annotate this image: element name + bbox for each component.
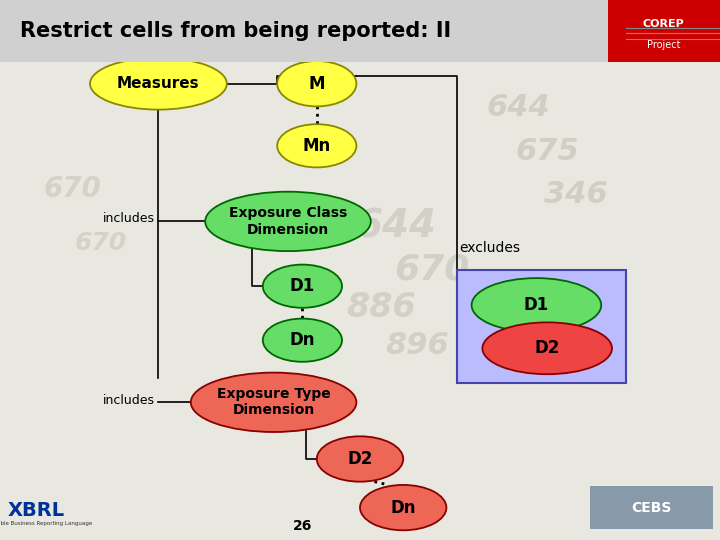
Bar: [608, 0, 720, 62]
Bar: [0, 62, 720, 540]
Ellipse shape: [472, 278, 601, 332]
Ellipse shape: [482, 322, 612, 374]
Ellipse shape: [277, 61, 356, 106]
Text: 675: 675: [516, 137, 579, 166]
Text: D1: D1: [289, 277, 315, 295]
Text: COREP: COREP: [643, 18, 685, 29]
Text: 26: 26: [293, 519, 312, 534]
Text: Restrict cells from being reported: II: Restrict cells from being reported: II: [20, 21, 451, 41]
Text: XBRL: XBRL: [7, 501, 65, 520]
Ellipse shape: [90, 58, 227, 110]
Text: M: M: [309, 75, 325, 93]
Text: Mn: Mn: [302, 137, 331, 155]
Text: D2: D2: [534, 339, 560, 357]
Bar: [0, 0, 720, 62]
Text: eXtensible Business Reporting Language: eXtensible Business Reporting Language: [0, 521, 92, 526]
Text: Dn: Dn: [390, 498, 416, 517]
Text: excludes: excludes: [459, 241, 521, 255]
Text: Project: Project: [647, 40, 680, 50]
Text: 644: 644: [487, 93, 550, 123]
Bar: [590, 486, 713, 529]
Text: includes: includes: [103, 394, 155, 407]
Ellipse shape: [317, 436, 403, 482]
Text: 670: 670: [395, 253, 469, 287]
Text: 670: 670: [75, 231, 127, 255]
Text: D1: D1: [523, 296, 549, 314]
Text: includes: includes: [103, 212, 155, 225]
Text: Exposure Type
Dimension: Exposure Type Dimension: [217, 387, 330, 417]
Ellipse shape: [191, 373, 356, 432]
Ellipse shape: [360, 485, 446, 530]
Text: D2: D2: [347, 450, 373, 468]
Text: 644: 644: [356, 208, 436, 246]
Text: CEBS: CEBS: [631, 501, 672, 515]
Text: Exposure Class
Dimension: Exposure Class Dimension: [229, 206, 347, 237]
Text: Dn: Dn: [289, 331, 315, 349]
Text: 670: 670: [43, 175, 101, 203]
Text: 896: 896: [386, 331, 449, 360]
Ellipse shape: [277, 124, 356, 167]
Text: 886: 886: [347, 291, 416, 325]
Text: 346: 346: [544, 180, 608, 209]
Ellipse shape: [205, 192, 371, 251]
Bar: [457, 270, 626, 383]
Text: Measures: Measures: [117, 76, 199, 91]
Ellipse shape: [263, 319, 342, 362]
Ellipse shape: [263, 265, 342, 308]
